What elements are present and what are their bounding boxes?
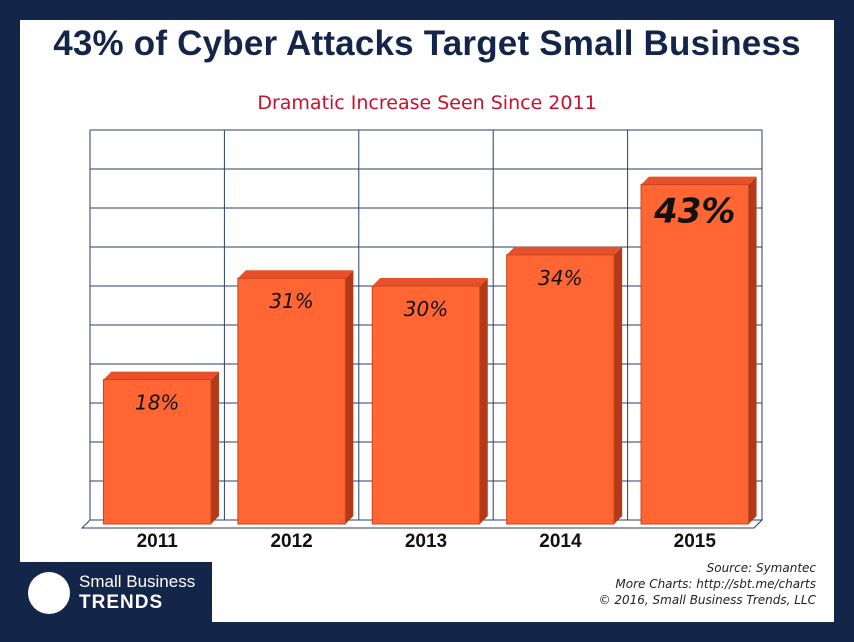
bar-top-2013 (372, 278, 488, 286)
credit-more-charts: More Charts: http://sbt.me/charts (615, 577, 816, 591)
x-tick-label-2011: 2011 (137, 531, 179, 552)
bar-side-2012 (345, 270, 354, 524)
bar-side-2013 (479, 278, 488, 524)
bar-2014 (506, 254, 615, 525)
bar-2011 (102, 379, 212, 525)
data-label-2013: 30% (404, 297, 448, 321)
data-label-2014: 34% (538, 266, 582, 290)
credit-source: Source: Symantec (706, 561, 816, 575)
chart-title: 43% of Cyber Attacks Target Small Busine… (53, 24, 801, 63)
circle-logo-icon (28, 572, 70, 614)
data-labels: 18% 31% 30% 34% 43% (135, 192, 736, 415)
x-tick-label-2013: 2013 (405, 531, 447, 552)
data-label-2011: 18% (135, 391, 179, 415)
category-labels: 2011 2012 2013 2014 2015 (137, 531, 717, 552)
bar-top-2012 (237, 270, 354, 279)
bars (102, 176, 757, 525)
credit-copyright: © 2016, Small Business Trends, LLC (598, 593, 816, 607)
bar-side-2014 (614, 246, 623, 525)
bar-2012 (237, 277, 346, 525)
logo-text-line1: Small Business (79, 572, 196, 591)
credits: Source: Symantec More Charts: http://sbt… (599, 560, 816, 608)
bar-top-2011 (103, 371, 219, 380)
chart-subtitle: Dramatic Increase Seen Since 2011 (257, 92, 597, 114)
x-tick-label-2012: 2012 (270, 531, 312, 552)
data-label-2015: 43% (653, 192, 735, 232)
x-tick-label-2014: 2014 (539, 531, 582, 552)
bar-top-2015 (641, 176, 757, 185)
bar-side-2011 (210, 371, 219, 524)
bar-side-2015 (748, 176, 757, 524)
x-tick-label-2015: 2015 (674, 531, 717, 552)
bar-top-2014 (506, 246, 623, 255)
bar-2013 (371, 285, 481, 525)
data-label-2012: 31% (269, 289, 313, 313)
bar-2015 (640, 184, 750, 525)
logo-text-line2: TRENDS (79, 592, 164, 613)
